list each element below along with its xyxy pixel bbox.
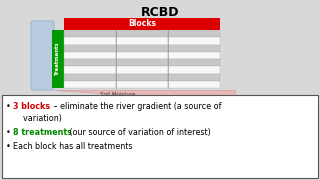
Bar <box>64 44 116 52</box>
Bar <box>168 37 220 44</box>
Bar <box>116 37 168 44</box>
Bar <box>64 66 116 73</box>
Bar <box>116 44 168 52</box>
Bar <box>116 52 168 59</box>
Bar <box>64 30 116 37</box>
Bar <box>168 30 220 37</box>
Bar <box>168 81 220 88</box>
Bar <box>64 52 116 59</box>
Text: – eliminate the river gradient (a source of: – eliminate the river gradient (a source… <box>51 102 221 111</box>
Text: Blocks: Blocks <box>128 19 156 28</box>
Polygon shape <box>54 90 235 102</box>
Bar <box>64 18 220 30</box>
Text: 8 treatments: 8 treatments <box>13 128 72 137</box>
Bar <box>116 30 168 37</box>
Bar <box>64 37 116 44</box>
Bar <box>2 95 318 178</box>
Bar <box>116 66 168 73</box>
Bar <box>168 73 220 81</box>
Text: •: • <box>6 142 11 151</box>
Text: •: • <box>6 128 11 137</box>
Bar <box>116 73 168 81</box>
Text: (our source of variation of interest): (our source of variation of interest) <box>67 128 211 137</box>
FancyBboxPatch shape <box>31 21 54 90</box>
Text: variation): variation) <box>18 114 62 123</box>
Text: Treatments: Treatments <box>55 42 60 76</box>
Text: Each block has all treatments: Each block has all treatments <box>13 142 132 151</box>
Text: 3 blocks: 3 blocks <box>13 102 50 111</box>
Bar <box>64 81 116 88</box>
Bar <box>168 52 220 59</box>
Text: •: • <box>6 102 11 111</box>
Bar <box>168 59 220 66</box>
Bar <box>64 59 116 66</box>
Text: RCBD: RCBD <box>141 6 179 19</box>
Bar <box>168 66 220 73</box>
Bar <box>168 44 220 52</box>
Bar <box>116 81 168 88</box>
Bar <box>116 59 168 66</box>
Bar <box>64 73 116 81</box>
Bar <box>52 30 64 88</box>
Text: Soil Moisture: Soil Moisture <box>100 91 135 96</box>
